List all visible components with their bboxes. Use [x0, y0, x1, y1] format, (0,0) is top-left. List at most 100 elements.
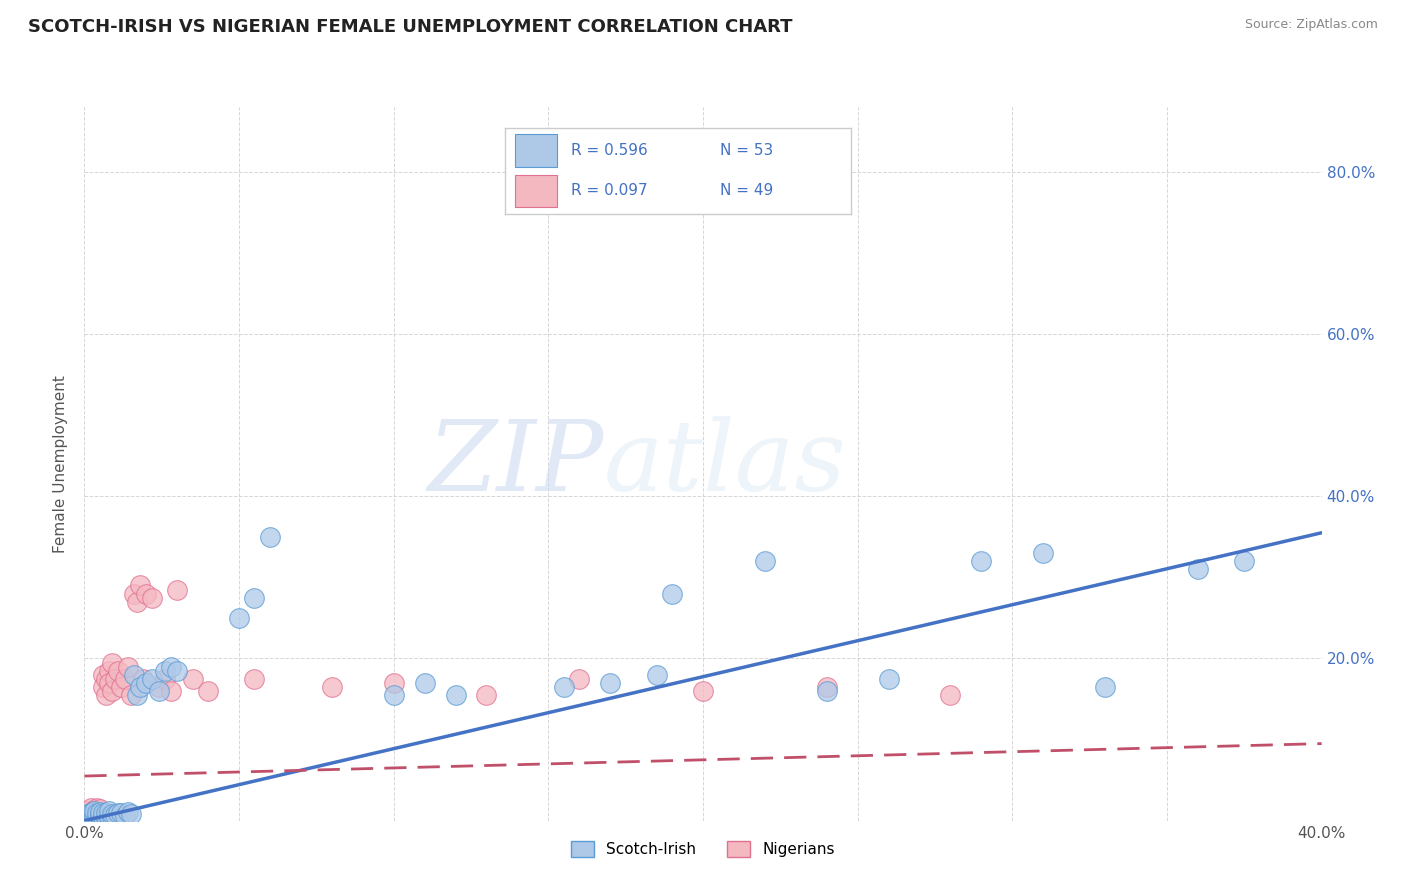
Point: [91, 680, 114, 694]
Point: [553, 680, 575, 694]
Point: [877, 672, 900, 686]
Point: [141, 591, 163, 605]
Point: [86, 805, 108, 820]
Point: [243, 591, 266, 605]
Point: [815, 680, 838, 694]
Point: [197, 684, 219, 698]
Point: [79, 809, 101, 823]
Point: [259, 530, 281, 544]
Point: [94, 806, 117, 821]
Point: [243, 672, 266, 686]
Point: [89, 807, 111, 822]
Point: [475, 688, 498, 702]
Point: [98, 675, 121, 690]
Point: [86, 800, 108, 814]
Point: [129, 578, 152, 592]
Point: [125, 688, 148, 702]
Text: Source: ZipAtlas.com: Source: ZipAtlas.com: [1244, 18, 1378, 31]
Point: [83, 808, 105, 822]
Point: [110, 806, 132, 821]
Point: [86, 806, 108, 821]
Point: [98, 664, 121, 678]
Point: [382, 675, 405, 690]
Point: [76, 807, 98, 822]
Text: SCOTCH-IRISH VS NIGERIAN FEMALE UNEMPLOYMENT CORRELATION CHART: SCOTCH-IRISH VS NIGERIAN FEMALE UNEMPLOY…: [28, 18, 793, 36]
Point: [101, 684, 124, 698]
Point: [91, 667, 114, 681]
Point: [104, 672, 127, 686]
Point: [321, 680, 343, 694]
Point: [754, 554, 776, 568]
Point: [125, 595, 148, 609]
Point: [166, 664, 188, 678]
Point: [114, 809, 136, 823]
Point: [79, 806, 101, 821]
Point: [153, 672, 176, 686]
Point: [110, 680, 132, 694]
Point: [94, 672, 117, 686]
Point: [661, 586, 683, 600]
Point: [83, 808, 105, 822]
Point: [101, 656, 124, 670]
Point: [76, 809, 98, 823]
Point: [153, 664, 176, 678]
Point: [83, 810, 105, 824]
Point: [98, 809, 121, 823]
Point: [692, 684, 714, 698]
Point: [79, 805, 101, 820]
Point: [1187, 562, 1209, 576]
Point: [599, 675, 621, 690]
Point: [104, 808, 127, 822]
Point: [83, 804, 105, 818]
Point: [1032, 546, 1054, 560]
Point: [228, 611, 250, 625]
Point: [382, 688, 405, 702]
Point: [160, 684, 183, 698]
Y-axis label: Female Unemployment: Female Unemployment: [53, 375, 69, 553]
Point: [89, 805, 111, 819]
Legend: Scotch-Irish, Nigerians: Scotch-Irish, Nigerians: [565, 835, 841, 863]
Point: [107, 664, 129, 678]
Point: [83, 810, 105, 824]
Point: [76, 810, 98, 824]
Point: [76, 807, 98, 822]
Point: [148, 680, 170, 694]
Point: [122, 586, 145, 600]
Point: [114, 672, 136, 686]
Point: [970, 554, 993, 568]
Point: [91, 805, 114, 820]
Point: [94, 688, 117, 702]
Point: [122, 667, 145, 681]
Point: [160, 659, 183, 673]
Point: [89, 802, 111, 816]
Point: [89, 807, 111, 822]
Point: [1094, 680, 1116, 694]
Point: [413, 675, 436, 690]
Text: ZIP: ZIP: [427, 417, 605, 511]
Point: [101, 807, 124, 822]
Point: [86, 809, 108, 823]
Point: [181, 672, 204, 686]
Point: [86, 809, 108, 823]
Point: [89, 809, 111, 823]
Point: [129, 680, 152, 694]
Point: [141, 672, 163, 686]
Point: [645, 667, 668, 681]
Point: [444, 688, 467, 702]
Point: [568, 672, 591, 686]
Point: [89, 810, 111, 824]
Point: [117, 805, 139, 819]
Point: [135, 586, 157, 600]
Point: [132, 672, 155, 686]
Point: [166, 582, 188, 597]
Point: [91, 809, 114, 823]
Point: [135, 675, 157, 690]
Point: [939, 688, 962, 702]
Point: [83, 803, 105, 817]
Point: [94, 810, 117, 824]
Point: [76, 804, 98, 818]
Point: [79, 809, 101, 823]
Point: [148, 684, 170, 698]
Point: [79, 801, 101, 815]
Point: [101, 809, 124, 823]
